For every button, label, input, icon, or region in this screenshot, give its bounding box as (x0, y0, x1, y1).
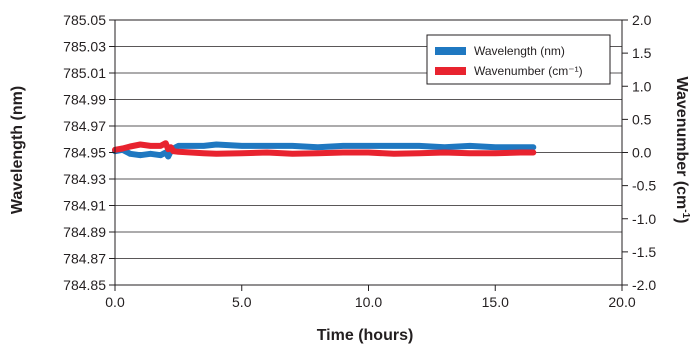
y2-tick-label: -1.0 (632, 211, 656, 227)
y-tick-label: 784.87 (63, 251, 106, 267)
y2-tick-label: 1.5 (632, 45, 652, 61)
y-tick-label: 784.97 (63, 118, 106, 134)
x-tick-label: 0.0 (105, 294, 125, 310)
x-axis-ticks: 0.0 5.0 10.0 15.0 20.0 (105, 285, 636, 310)
y-tick-label: 784.99 (63, 92, 106, 108)
y2-tick-label: 0.5 (632, 111, 652, 127)
y2-axis-title-end: ) (673, 218, 690, 223)
y-tick-label: 784.89 (63, 224, 106, 240)
y2-tick-label: 2.0 (632, 12, 652, 28)
legend-label-wavenumber: Wavenumber (cm⁻¹) (474, 64, 583, 78)
y-tick-label: 785.03 (63, 39, 106, 55)
x-axis-title: Time (hours) (317, 327, 414, 344)
x-tick-label: 5.0 (232, 294, 252, 310)
y-tick-label: 784.93 (63, 171, 106, 187)
legend-box (426, 34, 611, 85)
y2-tick-label: -0.5 (632, 178, 656, 194)
y-tick-label: 784.85 (63, 277, 106, 293)
right-axis-ticks: -2.0 -1.5 -1.0 -0.5 0.0 0.5 1.0 1.5 2.0 (622, 12, 656, 293)
y2-tick-label: 0.0 (632, 145, 652, 161)
x-tick-label: 10.0 (355, 294, 382, 310)
legend-label-wavelength: Wavelength (nm) (474, 44, 565, 58)
y2-axis-title-sup: -1 (680, 209, 691, 218)
x-tick-label: 20.0 (608, 294, 635, 310)
series-layer (112, 140, 537, 160)
y2-tick-label: 1.0 (632, 78, 652, 94)
y-tick-label: 784.91 (63, 198, 106, 214)
legend: Wavelength (nm) Wavenumber (cm⁻¹) (426, 34, 611, 85)
y2-tick-label: -1.5 (632, 244, 656, 260)
series-line-wavenumber (112, 140, 537, 157)
y-axis-title: Wavelength (nm) (9, 86, 26, 214)
y-tick-label: 785.05 (63, 12, 106, 28)
y-tick-label: 784.95 (63, 145, 106, 161)
left-axis-ticks: 784.85 784.87 784.89 784.91 784.93 784.95 784.… (63, 12, 115, 293)
y2-axis-title-main: Wavenumber (cm (673, 76, 690, 209)
x-tick-label: 15.0 (482, 294, 509, 310)
y-tick-label: 785.01 (63, 65, 106, 81)
y2-tick-label: -2.0 (632, 277, 656, 293)
series-line-wavelength (112, 141, 537, 160)
y2-axis-title: Wavenumber (cm-1) (673, 76, 691, 223)
